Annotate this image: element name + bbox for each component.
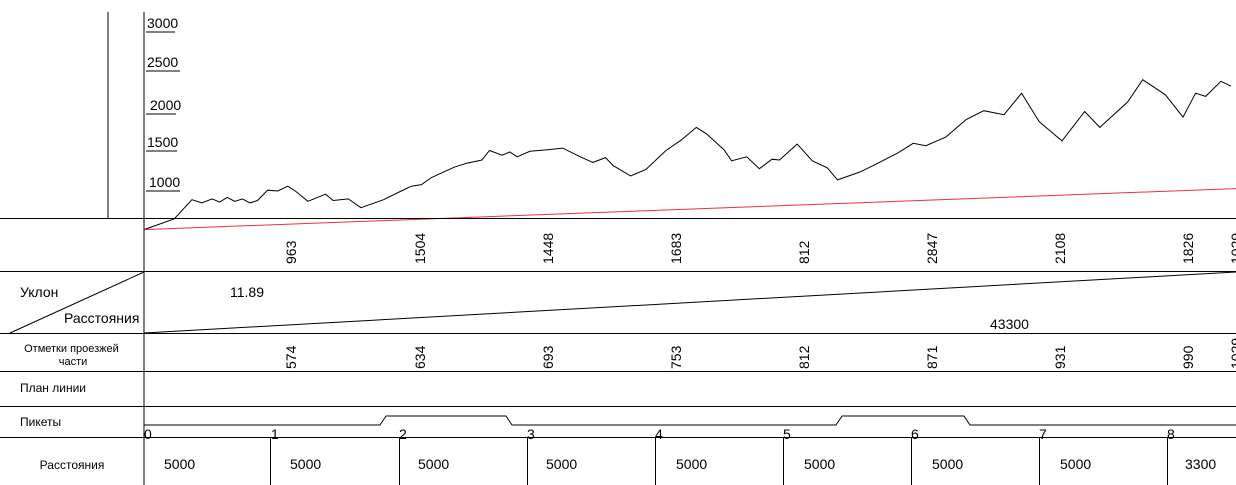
y-tick-label: 1500 (147, 134, 178, 150)
ground-mark: 2108 (1052, 233, 1068, 264)
picket-number: 7 (1039, 426, 1047, 442)
ground-mark: 963 (283, 240, 299, 264)
slope-row-label: Уклон (20, 284, 58, 300)
road-mark: 693 (540, 345, 556, 369)
road-mark: 1029 (1228, 338, 1236, 369)
y-tick-label: 2000 (150, 97, 181, 113)
ground-marks-row: 963 1504 1448 1683 812 2847 2108 1826 10… (283, 233, 1236, 264)
slope-value: 11.89 (230, 284, 264, 300)
y-tick-label: 3000 (147, 15, 178, 31)
road-marks-label-line: Отметки проезжей (24, 343, 119, 355)
ground-profile-line (143, 79, 1232, 231)
ground-mark: 2847 (924, 233, 940, 264)
distance-row-label: Расстояния (64, 310, 139, 326)
ground-mark: 812 (796, 240, 812, 264)
road-marks-label-line: части (59, 356, 88, 368)
road-mark: 812 (796, 345, 812, 369)
road-mark: 871 (924, 345, 940, 369)
y-tick-label: 1000 (149, 174, 180, 190)
road-mark: 990 (1180, 345, 1196, 369)
picket-number: 2 (399, 426, 407, 442)
pickets-row-label: Пикеты (20, 415, 61, 429)
profile-table (0, 218, 1236, 485)
picket-number: 3 (527, 426, 535, 442)
slope-header-diagonal (9, 271, 145, 334)
distance-value: 5000 (546, 456, 577, 472)
road-mark: 931 (1052, 345, 1068, 369)
distances-row-label: Расстояния (40, 458, 105, 472)
picket-number: 0 (144, 426, 152, 442)
distances-row: 5000 5000 5000 5000 5000 5000 5000 5000 … (164, 456, 1216, 472)
distance-value: 5000 (932, 456, 963, 472)
distance-value: 5000 (418, 456, 449, 472)
distance-value: 5000 (804, 456, 835, 472)
ground-mark: 1683 (668, 233, 684, 264)
picket-number: 1 (271, 426, 279, 442)
design-grade-line (143, 188, 1236, 231)
road-marks-row-label: Отметки проезжей части (24, 343, 122, 368)
y-tick-label: 2500 (147, 54, 178, 70)
slope-length: 43300 (990, 316, 1029, 332)
slope-grade-diagonal (143, 271, 1236, 334)
ground-mark: 1448 (540, 233, 556, 264)
distance-value: 5000 (1060, 456, 1091, 472)
picket-number: 5 (783, 426, 791, 442)
plan-row-label: План линии (20, 381, 86, 395)
plan-curve-1 (144, 415, 1236, 426)
distance-value: 3300 (1185, 456, 1216, 472)
road-marks-row: 574 634 693 753 812 871 931 990 1029 (283, 338, 1236, 369)
distance-value: 5000 (676, 456, 707, 472)
ground-mark: 1504 (412, 233, 428, 264)
distance-value: 5000 (290, 456, 321, 472)
y-axis-ticks: 3000 2500 2000 1500 1000 (146, 15, 181, 192)
road-mark: 574 (283, 345, 299, 369)
road-mark: 753 (668, 345, 684, 369)
ground-mark: 1826 (1180, 233, 1196, 264)
ground-mark: 1029 (1228, 233, 1236, 264)
picket-number: 4 (655, 426, 663, 442)
picket-number: 6 (911, 426, 919, 442)
picket-number: 8 (1167, 426, 1175, 442)
pickets-row: 0 1 2 3 4 5 6 7 8 (144, 426, 1175, 442)
road-mark: 634 (412, 345, 428, 369)
distance-value: 5000 (164, 456, 195, 472)
